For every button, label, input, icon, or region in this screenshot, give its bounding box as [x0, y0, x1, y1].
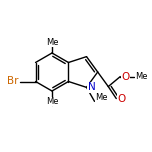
- Text: Me: Me: [46, 97, 58, 106]
- Text: O: O: [121, 72, 130, 82]
- Text: Br: Br: [7, 76, 19, 86]
- Text: Me: Me: [95, 93, 108, 102]
- Text: Me: Me: [46, 38, 58, 47]
- Text: Me: Me: [135, 72, 148, 81]
- Text: O: O: [117, 94, 126, 104]
- Text: N: N: [88, 82, 95, 92]
